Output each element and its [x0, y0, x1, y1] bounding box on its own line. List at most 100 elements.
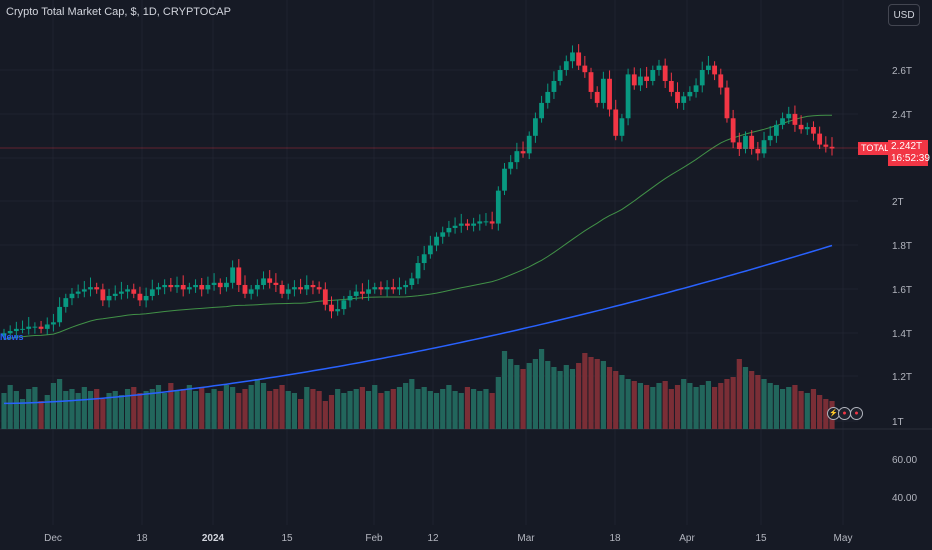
time-axis-label: Mar — [517, 533, 535, 544]
candle-body — [644, 76, 650, 81]
volume-bar — [100, 399, 106, 429]
candle-body — [594, 91, 600, 103]
candle-body — [434, 236, 439, 246]
candle-body — [588, 72, 594, 92]
volume-bar — [353, 389, 359, 429]
volume-bar — [38, 401, 44, 429]
candle-body — [230, 267, 236, 283]
time-axis-label: 12 — [427, 533, 439, 544]
candle-body — [749, 135, 755, 149]
volume-bar — [551, 367, 557, 429]
volume-bar — [186, 385, 192, 429]
price-axis-label: 2T — [892, 197, 904, 208]
candle-body — [471, 223, 477, 226]
candle-body — [514, 151, 520, 163]
volume-bar — [223, 385, 230, 429]
candle-body — [440, 232, 446, 237]
candle-body — [211, 282, 217, 285]
event-flag-icon[interactable]: ● — [850, 407, 863, 420]
volume-bar — [57, 379, 63, 429]
volume-bar — [582, 353, 588, 429]
price-axis-label: 2.4T — [892, 110, 912, 121]
volume-bar — [613, 371, 619, 429]
volume-bar — [297, 399, 304, 429]
candle-body — [310, 284, 316, 288]
price-axis-label: 1T — [892, 417, 904, 428]
volume-bar — [699, 385, 705, 429]
volume-bar — [81, 387, 87, 429]
volume-bar — [149, 389, 155, 429]
candle-body — [761, 140, 767, 154]
candle-body — [168, 284, 174, 288]
candle-body — [397, 287, 402, 290]
candle-body — [359, 291, 365, 294]
news-marker[interactable]: News — [0, 332, 24, 342]
volume-bar — [94, 389, 100, 429]
candle-body — [489, 221, 495, 224]
candle-body — [38, 326, 44, 329]
time-axis-label: 2024 — [202, 533, 225, 544]
volume-bar — [26, 389, 32, 429]
volume-bar — [705, 381, 712, 429]
candle-body — [712, 65, 717, 75]
candle-body — [780, 118, 785, 125]
volume-bar — [359, 387, 365, 429]
candle-body — [199, 284, 205, 290]
volume-bar — [44, 395, 50, 429]
candle-body — [767, 135, 773, 141]
candle-body — [687, 91, 693, 97]
currency-selector-button[interactable]: USD — [888, 4, 920, 26]
volume-bar — [168, 383, 174, 429]
time-axis-label: May — [834, 533, 853, 544]
volume-bar — [501, 351, 508, 429]
candle-body — [631, 74, 637, 86]
candle-body — [285, 289, 291, 294]
volume-bar — [810, 389, 817, 429]
volume-bar — [464, 387, 471, 429]
volume-bar — [32, 387, 38, 429]
volume-bar — [557, 371, 563, 429]
volume-bar — [477, 391, 483, 429]
candle-body — [353, 291, 359, 296]
candle-body — [32, 326, 38, 328]
volume-bar — [242, 389, 248, 429]
candle-body — [180, 284, 186, 290]
volume-bar — [273, 389, 279, 429]
candle-body — [563, 61, 569, 70]
volume-bar — [749, 371, 755, 429]
candle-body — [607, 78, 612, 110]
candle-body — [322, 289, 328, 305]
last-price-countdown: 16:52:39 — [891, 153, 930, 164]
volume-bar — [736, 359, 742, 429]
candle-body — [143, 295, 149, 301]
volume-bar — [279, 385, 285, 429]
volume-bar — [409, 379, 415, 429]
candle-body — [224, 282, 229, 288]
chart-title: Crypto Total Market Cap, $, 1D, CRYPTOCA… — [6, 6, 231, 18]
volume-bar — [63, 391, 69, 429]
volume-bar — [650, 387, 656, 429]
volume-bar — [217, 391, 223, 429]
candle-body — [75, 291, 81, 294]
candle-body — [582, 65, 588, 73]
volume-bar — [637, 383, 644, 429]
volume-bar — [600, 361, 606, 429]
volume-bar — [390, 389, 396, 429]
candle-body — [533, 118, 538, 136]
time-axis-label: 15 — [281, 533, 293, 544]
price-axis-label: 1.6T — [892, 285, 912, 296]
candle-body — [193, 284, 198, 288]
time-axis-label: 15 — [755, 533, 767, 544]
candle-body — [786, 113, 792, 119]
candle-body — [205, 284, 211, 290]
candle-body — [149, 289, 155, 296]
volume-bar — [508, 359, 514, 429]
volume-bar — [538, 349, 545, 429]
volume-bar — [124, 389, 131, 429]
candle-body — [693, 85, 699, 92]
candle-body — [186, 287, 192, 290]
volume-bar — [767, 383, 773, 429]
candle-body — [452, 225, 458, 228]
candle-body — [706, 65, 711, 70]
